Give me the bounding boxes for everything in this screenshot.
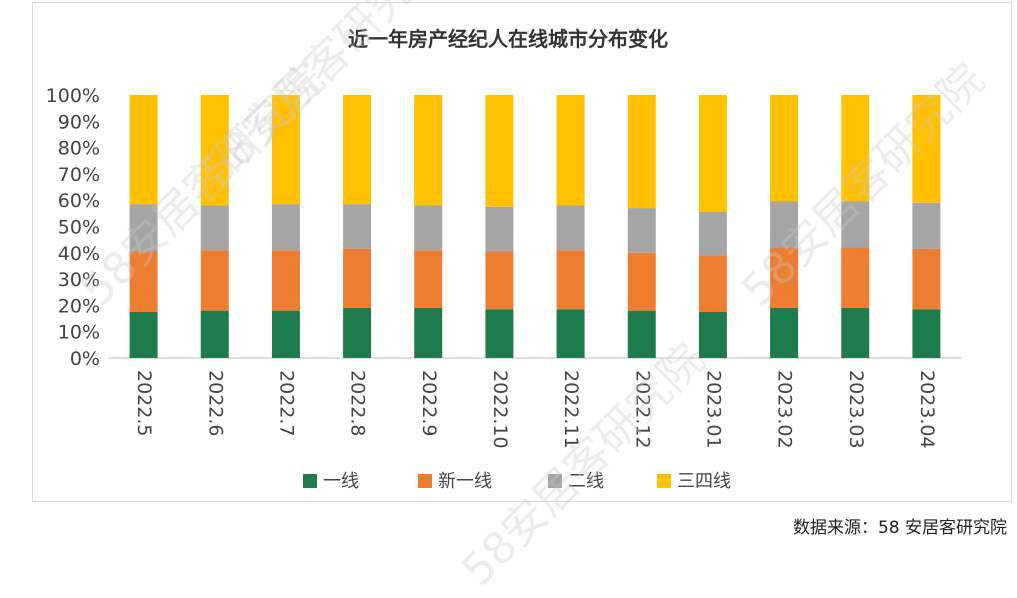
bar-segment <box>485 206 514 252</box>
x-tick-label: 2023.03 <box>845 370 867 449</box>
bar-segment <box>556 95 585 206</box>
bar-segment <box>485 309 514 358</box>
bar-segment <box>912 248 941 310</box>
legend-label: 一线 <box>323 471 359 492</box>
x-tick-label: 2023.04 <box>916 370 938 449</box>
bar-segment <box>129 204 158 252</box>
bar-segment <box>343 95 372 205</box>
y-tick-label: 40% <box>58 243 100 265</box>
legend-swatch <box>548 474 562 488</box>
bar-segment <box>129 251 158 312</box>
stacked-bar-chart: 近一年房产经纪人在线城市分布变化 0% 10% 20% 30% 40% 50% 60% 70% 8… <box>46 27 962 492</box>
y-tick-label: 90% <box>58 111 100 133</box>
y-tick-label: 70% <box>58 164 100 186</box>
x-tick-label: 2023.01 <box>702 370 724 449</box>
bar-segment <box>200 95 229 206</box>
y-tick-label: 20% <box>58 295 100 317</box>
bar-segment <box>770 308 799 358</box>
x-tick-label: 2022.8 <box>347 370 369 436</box>
bar-segment <box>414 250 443 309</box>
bar-segment <box>627 252 656 311</box>
bar-segment <box>414 95 443 206</box>
source-note: 数据来源：58 安居客研究院 <box>792 518 1007 538</box>
bar-segment <box>841 201 870 248</box>
x-tick-label: 2022.5 <box>133 370 155 436</box>
bar-segment <box>271 204 300 251</box>
bar-segment <box>698 212 727 256</box>
bar-segment <box>627 208 656 253</box>
bar-segment <box>556 250 585 310</box>
bar-segment <box>770 201 799 248</box>
x-tick-label: 2022.10 <box>489 370 511 449</box>
bar-segment <box>271 250 300 311</box>
legend-swatch <box>657 474 671 488</box>
bar-segment <box>343 248 372 309</box>
legend-label: 三四线 <box>677 471 731 492</box>
y-tick-label: 100% <box>46 85 100 107</box>
bar-segment <box>698 95 727 213</box>
bar-segment <box>841 247 870 309</box>
legend-swatch <box>303 474 317 488</box>
bar-segment <box>485 95 514 207</box>
bar-segment <box>698 255 727 312</box>
legend-label: 二线 <box>568 471 604 492</box>
bar-segment <box>271 310 300 358</box>
bar-segment <box>912 95 941 203</box>
bar-segment <box>200 310 229 358</box>
bar-segment <box>770 247 799 309</box>
y-tick-label: 50% <box>58 217 100 239</box>
bar-segment <box>698 311 727 358</box>
x-tick-label: 2022.7 <box>275 370 297 436</box>
x-tick-label: 2022.12 <box>631 370 653 449</box>
bar-segment <box>343 308 372 358</box>
x-tick-label: 2023.02 <box>774 370 796 449</box>
bar-segment <box>912 309 941 358</box>
bar-segment <box>627 310 656 358</box>
bar-segment <box>414 308 443 358</box>
bar-segment <box>343 204 372 249</box>
bar-segment <box>841 95 870 202</box>
x-tick-label: 2022.9 <box>418 370 440 436</box>
bar-segment <box>627 95 656 209</box>
x-tick-label: 2022.11 <box>560 370 582 449</box>
y-tick-label: 10% <box>58 322 100 344</box>
bar-segment <box>200 205 229 251</box>
bar-segment <box>200 250 229 311</box>
bar-segment <box>556 205 585 251</box>
y-tick-label: 30% <box>58 269 100 291</box>
chart-title: 近一年房产经纪人在线城市分布变化 <box>348 27 668 51</box>
bar-segment <box>556 309 585 358</box>
y-tick-label: 60% <box>58 190 100 212</box>
y-tick-label: 80% <box>58 138 100 160</box>
bar-segment <box>129 95 158 205</box>
legend-label: 新一线 <box>438 471 492 492</box>
bar-segment <box>485 251 514 310</box>
y-tick-label: 0% <box>70 348 100 370</box>
x-tick-label: 2022.6 <box>204 370 226 436</box>
bar-segment <box>770 95 799 202</box>
bar-segment <box>912 202 941 249</box>
bar-segment <box>414 205 443 251</box>
legend-swatch <box>418 474 432 488</box>
bar-segment <box>271 95 300 205</box>
bar-segment <box>129 311 158 358</box>
bar-segment <box>841 308 870 358</box>
